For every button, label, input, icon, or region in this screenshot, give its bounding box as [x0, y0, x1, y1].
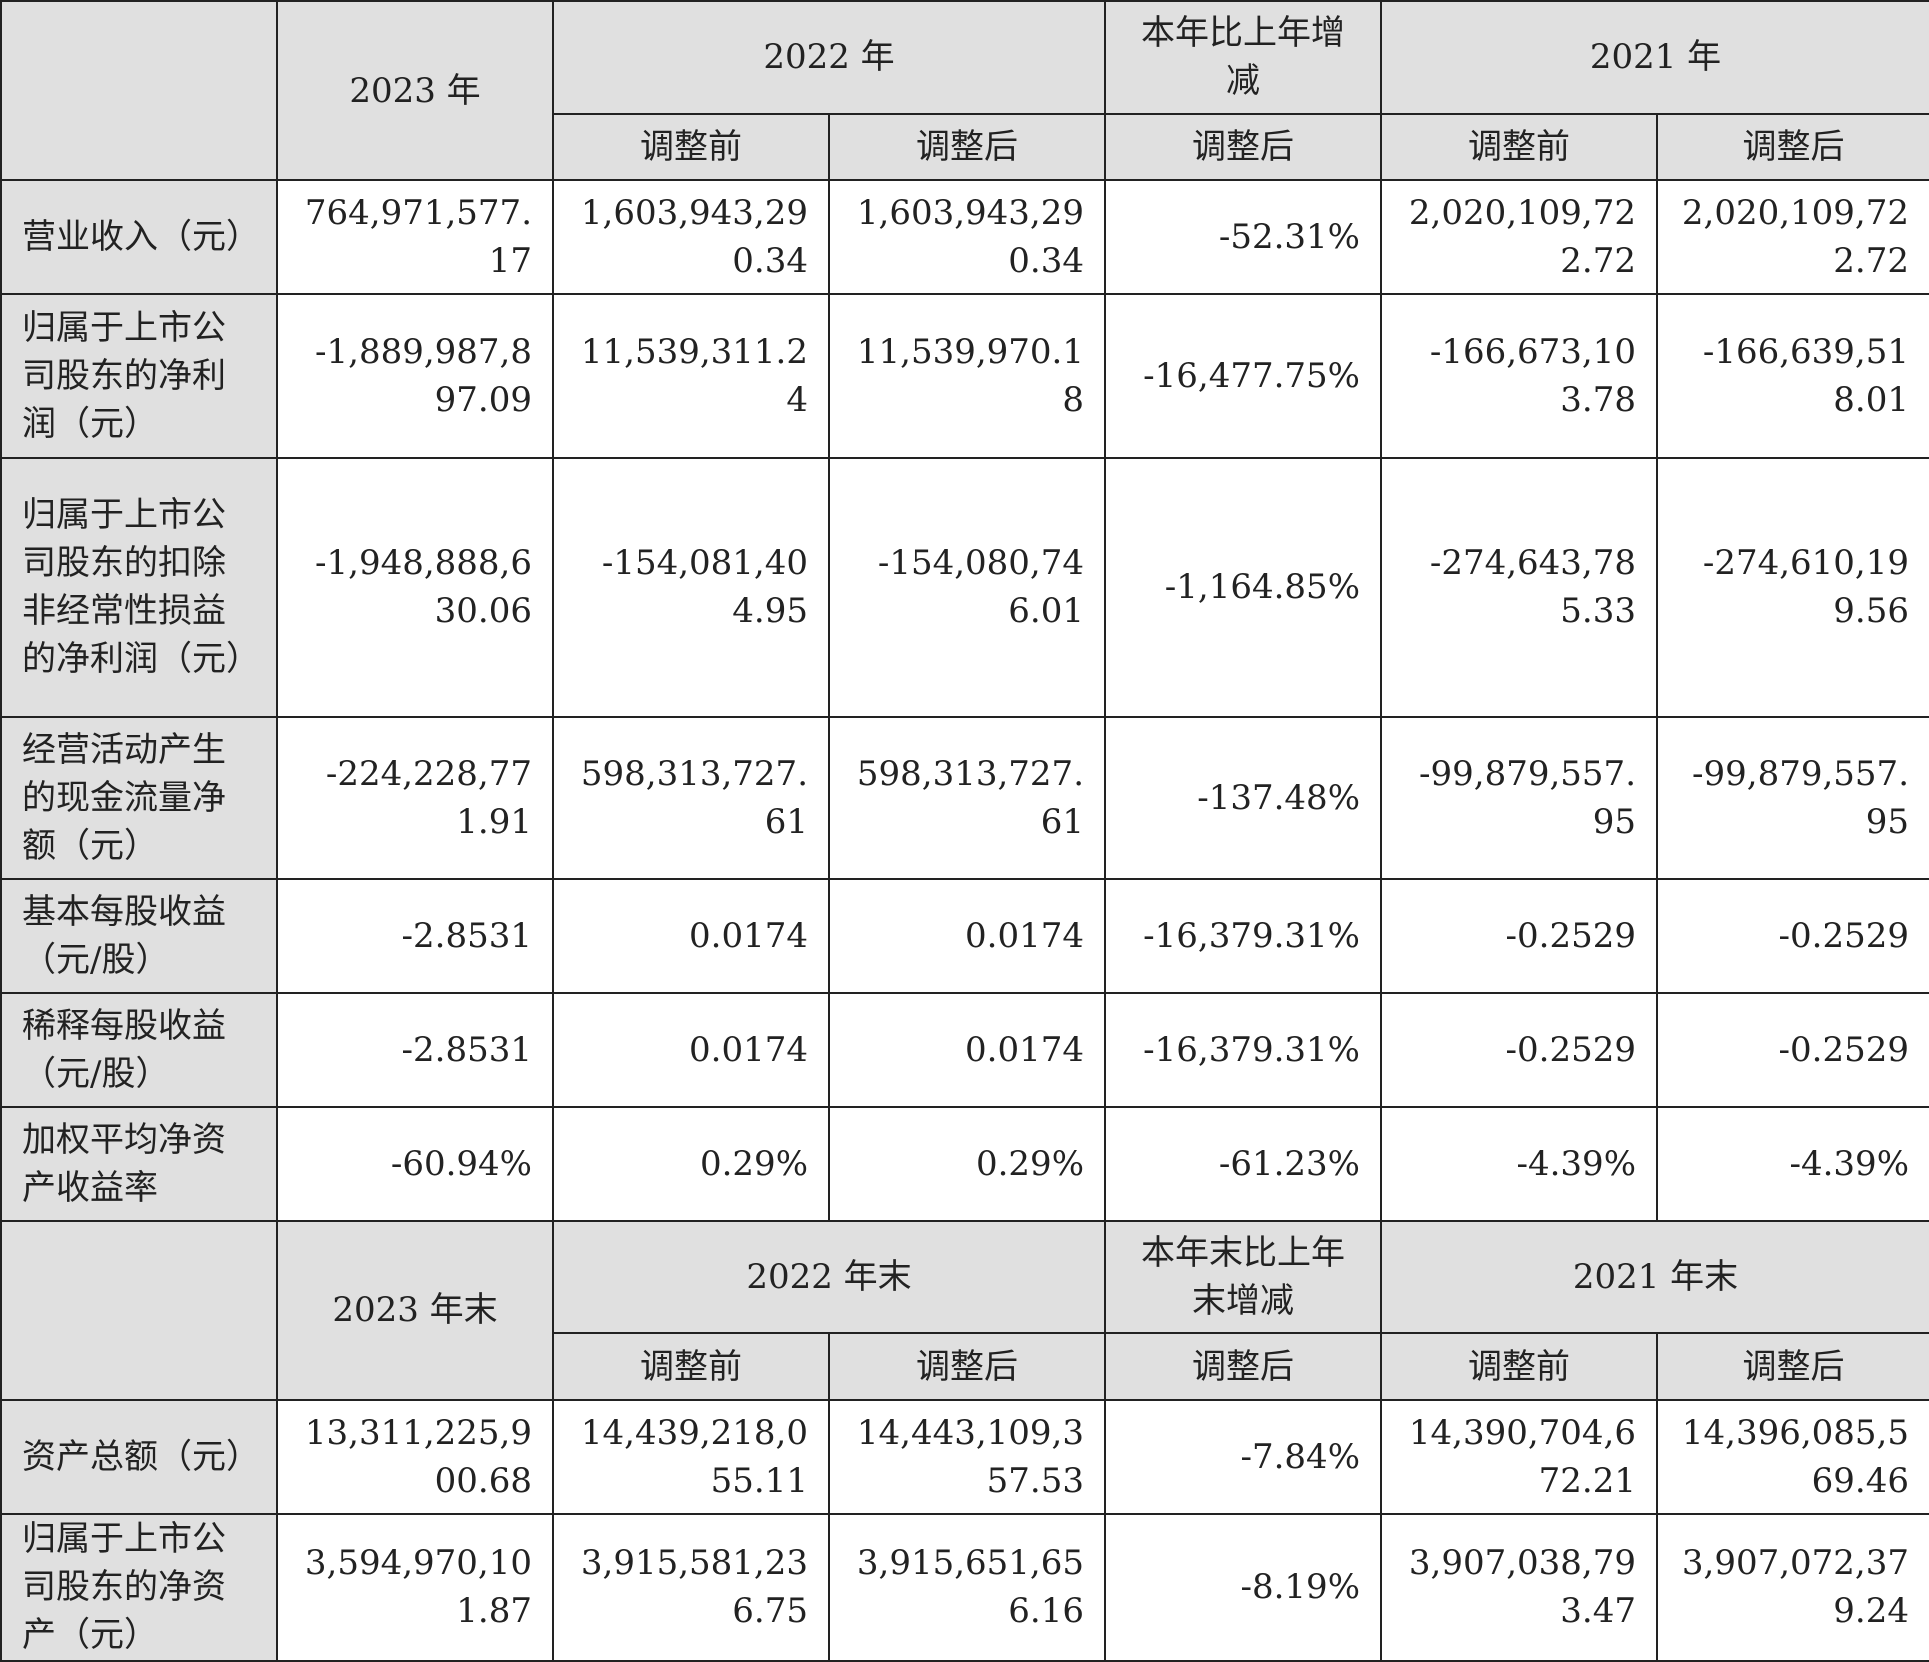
cell-value: -166,639,518.01	[1656, 293, 1929, 459]
cell-value: 14,443,109,357.53	[828, 1398, 1106, 1515]
cell-value: -4.39%	[1656, 1105, 1929, 1222]
cell-value: -60.94%	[276, 1105, 554, 1222]
cell-value: 0.0174	[828, 877, 1106, 994]
row-label: 归属于上市公司股东的净资产（元）	[0, 1512, 278, 1662]
cell-value: -4.39%	[1380, 1105, 1658, 1222]
cell-value: -16,477.75%	[1104, 293, 1382, 459]
table-row: 稀释每股收益（元/股） -2.8531 0.0174 0.0174 -16,37…	[0, 991, 1929, 1108]
cell-value: 3,907,072,379.24	[1656, 1512, 1929, 1662]
cell-value: -166,673,103.78	[1380, 293, 1658, 459]
header-2022-after: 调整后	[828, 1332, 1106, 1401]
row-label: 经营活动产生的现金流量净额（元）	[0, 715, 278, 880]
header-change: 本年比上年增减	[1104, 0, 1382, 115]
table-row: 资产总额（元） 13,311,225,900.68 14,439,218,055…	[0, 1398, 1929, 1515]
table-row: 营业收入（元） 764,971,577.17 1,603,943,290.34 …	[0, 179, 1929, 296]
cell-value: 3,594,970,101.87	[276, 1512, 554, 1662]
row-label: 归属于上市公司股东的扣除非经常性损益的净利润（元）	[0, 456, 278, 718]
header-corner	[0, 1219, 278, 1401]
cell-value: 0.29%	[552, 1105, 830, 1222]
cell-value: -0.2529	[1656, 877, 1929, 994]
cell-value: 3,915,651,656.16	[828, 1512, 1106, 1662]
row-label: 归属于上市公司股东的净利润（元）	[0, 293, 278, 459]
header-change-after: 调整后	[1104, 112, 1382, 182]
cell-value: 3,907,038,793.47	[1380, 1512, 1658, 1662]
cell-value: 2,020,109,722.72	[1656, 179, 1929, 296]
cell-value: 13,311,225,900.68	[276, 1398, 554, 1515]
header-year-2021: 2021 年	[1380, 0, 1929, 115]
cell-value: 0.0174	[828, 991, 1106, 1108]
cell-value: -154,080,746.01	[828, 456, 1106, 718]
cell-value: 0.0174	[552, 991, 830, 1108]
header-row-sub: 调整前 调整后 调整后 调整前 调整后	[1, 112, 1929, 182]
cell-value: -137.48%	[1104, 715, 1382, 880]
cell-value: -2.8531	[276, 991, 554, 1108]
cell-value: 598,313,727.61	[552, 715, 830, 880]
cell-value: -8.19%	[1104, 1512, 1382, 1662]
header-year-end-2022: 2022 年末	[552, 1219, 1106, 1335]
cell-value: 2,020,109,722.72	[1380, 179, 1658, 296]
header-2021-before: 调整前	[1380, 1332, 1658, 1401]
row-label: 营业收入（元）	[0, 179, 278, 296]
cell-value: -16,379.31%	[1104, 991, 1382, 1108]
header-change-after: 调整后	[1104, 1332, 1382, 1401]
header-year-end-2021: 2021 年末	[1380, 1219, 1929, 1335]
cell-value: 1,603,943,290.34	[828, 179, 1106, 296]
header-corner	[0, 0, 278, 182]
cell-value: -274,643,785.33	[1380, 456, 1658, 718]
row-label: 资产总额（元）	[0, 1398, 278, 1515]
header-row-top: 2023 年 2022 年 本年比上年增减 2021 年	[0, 0, 1929, 182]
table-row: 归属于上市公司股东的扣除非经常性损益的净利润（元） -1,948,888,630…	[0, 456, 1929, 718]
cell-value: -99,879,557.95	[1380, 715, 1658, 880]
header-year-2023: 2023 年	[276, 0, 554, 182]
header-2022-before: 调整前	[552, 1332, 830, 1401]
table-row: 归属于上市公司股东的净资产（元） 3,594,970,101.87 3,915,…	[0, 1512, 1929, 1662]
cell-value: 11,539,970.18	[828, 293, 1106, 459]
header-row-top: 2023 年末 2022 年末 本年末比上年末增减 2021 年末	[0, 1219, 1929, 1401]
cell-value: -274,610,199.56	[1656, 456, 1929, 718]
cell-value: -99,879,557.95	[1656, 715, 1929, 880]
cell-value: -224,228,771.91	[276, 715, 554, 880]
cell-value: -1,948,888,630.06	[276, 456, 554, 718]
cell-value: -154,081,404.95	[552, 456, 830, 718]
header-row-sub: 调整前 调整后 调整后 调整前 调整后	[1, 1332, 1929, 1401]
header-year-2022: 2022 年	[552, 0, 1106, 115]
cell-value: 14,396,085,569.46	[1656, 1398, 1929, 1515]
row-label: 加权平均净资产收益率	[0, 1105, 278, 1222]
cell-value: -16,379.31%	[1104, 877, 1382, 994]
cell-value: -0.2529	[1380, 877, 1658, 994]
row-label: 稀释每股收益（元/股）	[0, 991, 278, 1108]
cell-value: -1,889,987,897.09	[276, 293, 554, 459]
cell-value: 14,439,218,055.11	[552, 1398, 830, 1515]
table-row: 归属于上市公司股东的净利润（元） -1,889,987,897.09 11,53…	[0, 293, 1929, 459]
cell-value: 3,915,581,236.75	[552, 1512, 830, 1662]
cell-value: 11,539,311.24	[552, 293, 830, 459]
cell-value: 14,390,704,672.21	[1380, 1398, 1658, 1515]
cell-value: 0.0174	[552, 877, 830, 994]
cell-value: -52.31%	[1104, 179, 1382, 296]
cell-value: -2.8531	[276, 877, 554, 994]
cell-value: -0.2529	[1656, 991, 1929, 1108]
cell-value: -7.84%	[1104, 1398, 1382, 1515]
cell-value: -1,164.85%	[1104, 456, 1382, 718]
table-row: 基本每股收益（元/股） -2.8531 0.0174 0.0174 -16,37…	[0, 877, 1929, 994]
header-change: 本年末比上年末增减	[1104, 1219, 1382, 1335]
table-row: 经营活动产生的现金流量净额（元） -224,228,771.91 598,313…	[0, 715, 1929, 880]
header-year-end-2023: 2023 年末	[276, 1219, 554, 1401]
cell-value: -61.23%	[1104, 1105, 1382, 1222]
cell-value: 0.29%	[828, 1105, 1106, 1222]
header-2021-after: 调整后	[1656, 1332, 1929, 1401]
header-2021-before: 调整前	[1380, 112, 1658, 182]
cell-value: 1,603,943,290.34	[552, 179, 830, 296]
cell-value: 598,313,727.61	[828, 715, 1106, 880]
cell-value: -0.2529	[1380, 991, 1658, 1108]
header-2022-before: 调整前	[552, 112, 830, 182]
table-row: 加权平均净资产收益率 -60.94% 0.29% 0.29% -61.23% -…	[0, 1105, 1929, 1222]
header-2022-after: 调整后	[828, 112, 1106, 182]
cell-value: 764,971,577.17	[276, 179, 554, 296]
row-label: 基本每股收益（元/股）	[0, 877, 278, 994]
header-2021-after: 调整后	[1656, 112, 1929, 182]
